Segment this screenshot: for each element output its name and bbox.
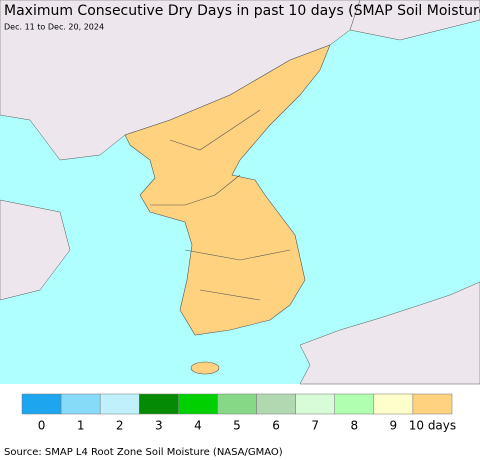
shandong-land xyxy=(0,199,71,301)
legend-swatch xyxy=(60,393,101,415)
russia-land xyxy=(349,0,480,41)
legend-label: 9 xyxy=(390,419,398,433)
legend: 0 1 2 3 4 5 6 7 8 9 10 days xyxy=(21,393,456,433)
legend-label: 8 xyxy=(350,419,358,433)
legend-label: 10 days xyxy=(409,419,456,433)
legend-swatch xyxy=(21,393,62,415)
legend-swatch xyxy=(256,393,296,415)
legend-swatch xyxy=(295,393,335,415)
legend-swatch xyxy=(99,393,140,415)
legend-swatch xyxy=(217,393,257,415)
jeju-island xyxy=(190,361,220,375)
japan-land xyxy=(299,281,480,385)
korea-border xyxy=(150,109,291,301)
legend-label: 6 xyxy=(272,419,280,433)
legend-swatch xyxy=(373,393,414,415)
legend-label: 5 xyxy=(233,419,241,433)
legend-label: 0 xyxy=(38,419,46,433)
map-title: Maximum Consecutive Dry Days in past 10 … xyxy=(4,3,480,19)
korea-land xyxy=(124,44,331,336)
legend-swatch xyxy=(334,393,375,415)
legend-label: 4 xyxy=(194,419,202,433)
legend-label: 3 xyxy=(155,419,163,433)
map-subtitle: Dec. 11 to Dec. 20, 2024 xyxy=(4,23,104,32)
legend-swatch xyxy=(139,393,179,415)
source-note: Source: SMAP L4 Root Zone Soil Moisture … xyxy=(4,447,283,458)
legend-swatch xyxy=(178,393,218,415)
legend-label: 1 xyxy=(77,419,85,433)
legend-label: 2 xyxy=(116,419,124,433)
legend-label: 7 xyxy=(311,419,319,433)
legend-swatch xyxy=(412,393,453,415)
